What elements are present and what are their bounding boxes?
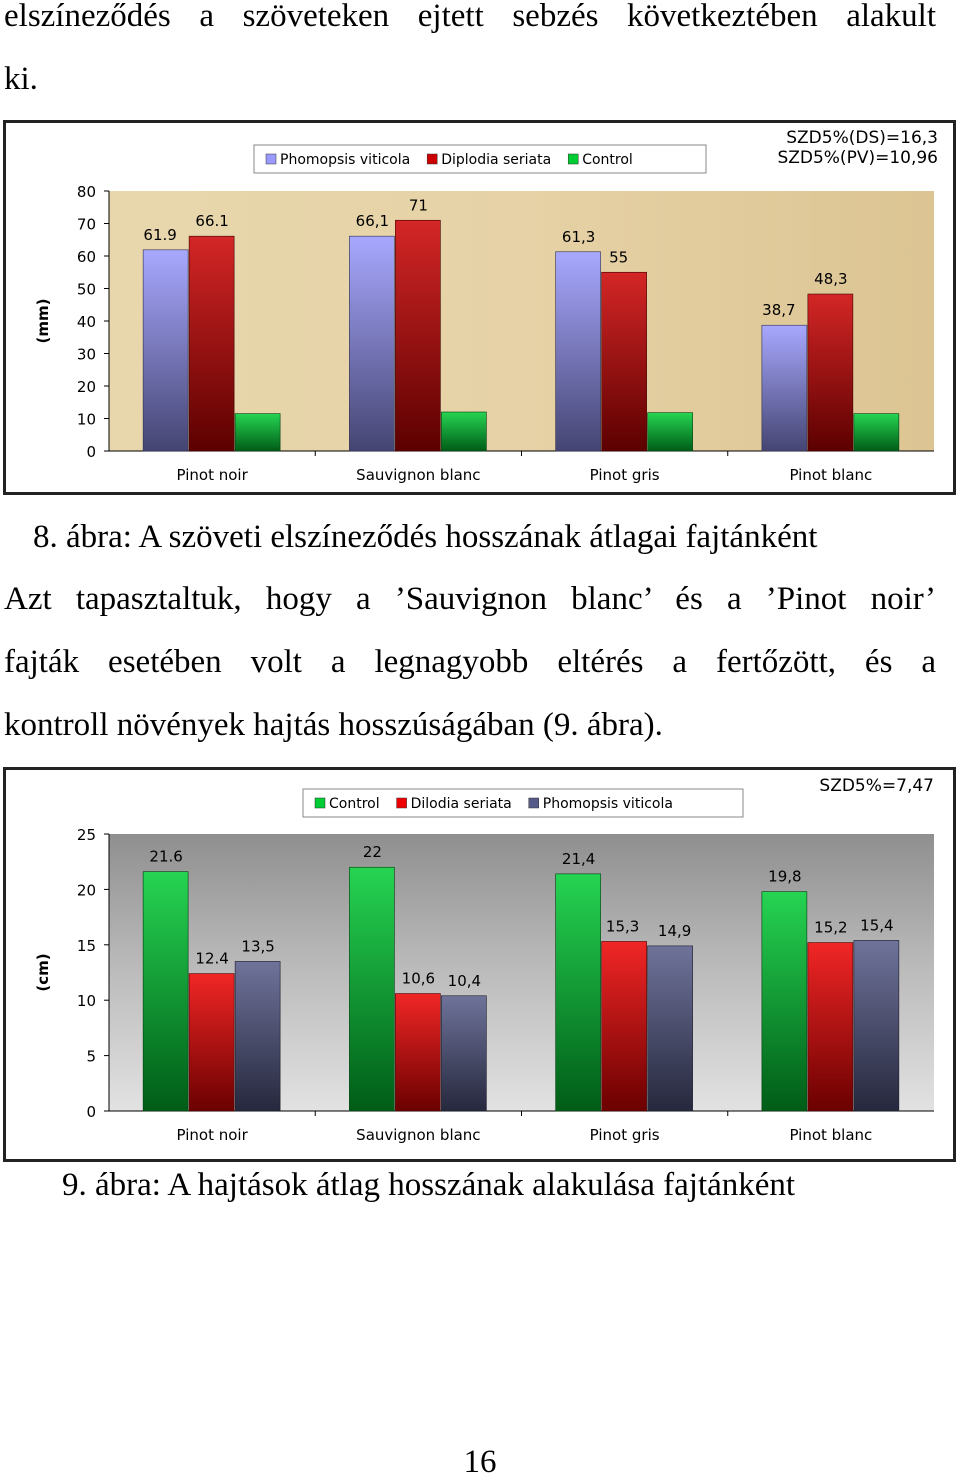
significance-annotation: SZD5%=7,47 (819, 776, 934, 796)
legend-label: Diplodia seriata (441, 152, 551, 168)
chart-1: 0 10 20 30 40 50 60 70 80 (mm) Pinot noir 61.9 66.1 S… (3, 120, 956, 495)
bar (395, 993, 441, 1112)
data-label: 10,6 (402, 970, 435, 988)
bar (807, 942, 854, 1112)
bar (555, 873, 601, 1112)
y-tick-label: 10 (77, 411, 96, 429)
bar (761, 324, 808, 452)
x-tick-label: Pinot blanc (789, 466, 872, 484)
bar (647, 945, 693, 1112)
data-label: 21.6 (149, 848, 182, 866)
data-label: 15,3 (606, 917, 639, 935)
significance-annotation: SZD5%(PV)=10,96 (777, 148, 938, 168)
bar (761, 891, 808, 1112)
x-tick-label: Sauvignon blanc (356, 466, 480, 484)
paragraph-line: kontroll növények hajtás hosszúságában (… (4, 707, 663, 743)
legend-swatch (567, 153, 579, 165)
legend-swatch (314, 797, 326, 809)
data-label: 48,3 (814, 270, 847, 288)
page-number: 16 (463, 1444, 497, 1480)
bar (395, 219, 441, 452)
data-label: 15,4 (860, 916, 893, 934)
bar (647, 412, 693, 452)
data-label: 66,1 (356, 212, 389, 230)
significance-annotation: SZD5%(DS)=16,3 (786, 128, 938, 148)
y-tick-label: 70 (77, 216, 96, 234)
legend-label: Dilodia seriata (411, 796, 512, 812)
data-label: 19,8 (768, 868, 801, 886)
y-tick-label: 20 (77, 378, 96, 396)
bar (234, 413, 281, 452)
legend-swatch (265, 153, 277, 165)
bar (349, 866, 395, 1112)
bar (142, 249, 189, 452)
data-label: 61,3 (562, 228, 595, 246)
legend-label: Phomopsis viticola (543, 796, 673, 812)
bar (853, 413, 900, 452)
data-label: 15,2 (814, 919, 847, 937)
data-label: 22 (363, 843, 382, 861)
x-tick-label: Pinot gris (590, 466, 660, 484)
data-label: 10,4 (448, 972, 481, 990)
bar (349, 235, 395, 452)
x-tick-label: Pinot noir (177, 466, 249, 484)
legend (253, 144, 707, 174)
y-tick-label: 25 (77, 826, 96, 844)
figure-9-caption: 9. ábra: A hajtások átlag hosszának alak… (62, 1167, 796, 1203)
x-tick-label: Pinot noir (177, 1126, 249, 1144)
bar (142, 871, 189, 1112)
data-label: 71 (409, 196, 428, 214)
legend (302, 788, 744, 818)
bar (601, 941, 647, 1112)
chart-1-svg: 0 10 20 30 40 50 60 70 80 (mm) Pinot noir 61.9 66.1 S… (34, 128, 938, 484)
y-tick-label: 15 (77, 937, 96, 955)
data-label: 66.1 (195, 212, 228, 230)
y-tick-label: 0 (86, 443, 96, 461)
data-label: 38,7 (762, 301, 795, 319)
chart-2-svg: 0 5 10 15 20 25 (cm) Pinot noir 21.6 12.4 13,5 Sauv… (34, 776, 934, 1144)
x-tick-label: Pinot gris (590, 1126, 660, 1144)
bar (441, 995, 487, 1112)
data-label: 12.4 (195, 950, 228, 968)
y-tick-label: 20 (77, 881, 96, 899)
paragraph-line: elszíneződés a szöveteken ejtett sebzés … (4, 0, 936, 34)
paragraph-line: Azt tapasztaltuk, hogy a ’Sauvignon blan… (4, 581, 936, 617)
y-tick-label: 60 (77, 248, 96, 266)
legend-swatch (528, 797, 539, 809)
legend-swatch (426, 153, 438, 165)
bar (555, 251, 601, 452)
y-tick-label: 0 (86, 1103, 96, 1121)
y-tick-label: 40 (77, 313, 96, 331)
legend-label: Control (329, 796, 380, 812)
data-label: 13,5 (241, 937, 274, 955)
bar (853, 940, 900, 1112)
legend-swatch (396, 797, 407, 809)
bar (441, 411, 487, 452)
legend-label: Control (582, 152, 633, 168)
data-label: 21,4 (562, 850, 595, 868)
y-axis-label: (cm) (34, 953, 52, 991)
y-axis-label: (mm) (34, 299, 52, 344)
y-tick-label: 30 (77, 346, 96, 364)
bar (601, 271, 647, 452)
bar (234, 961, 281, 1112)
data-label: 55 (609, 248, 628, 266)
paragraph-line: fajták esetében volt a legnagyobb eltéré… (4, 644, 936, 680)
chart-2: 0 5 10 15 20 25 (cm) Pinot noir 21.6 12.4 13,5 Sauv… (3, 767, 956, 1162)
data-label: 61.9 (143, 226, 176, 244)
data-label: 14,9 (658, 922, 691, 940)
y-tick-label: 50 (77, 281, 96, 299)
paragraph-line: ki. (4, 61, 38, 97)
y-tick-label: 80 (77, 183, 96, 201)
bar (807, 293, 854, 452)
y-tick-label: 5 (86, 1048, 96, 1066)
bar (188, 235, 235, 452)
y-tick-label: 10 (77, 992, 96, 1010)
x-tick-label: Sauvignon blanc (356, 1126, 480, 1144)
figure-8-caption: 8. ábra: A szöveti elszíneződés hosszána… (33, 519, 818, 555)
legend-label: Phomopsis viticola (280, 152, 410, 168)
bar (188, 973, 235, 1112)
x-tick-label: Pinot blanc (789, 1126, 872, 1144)
